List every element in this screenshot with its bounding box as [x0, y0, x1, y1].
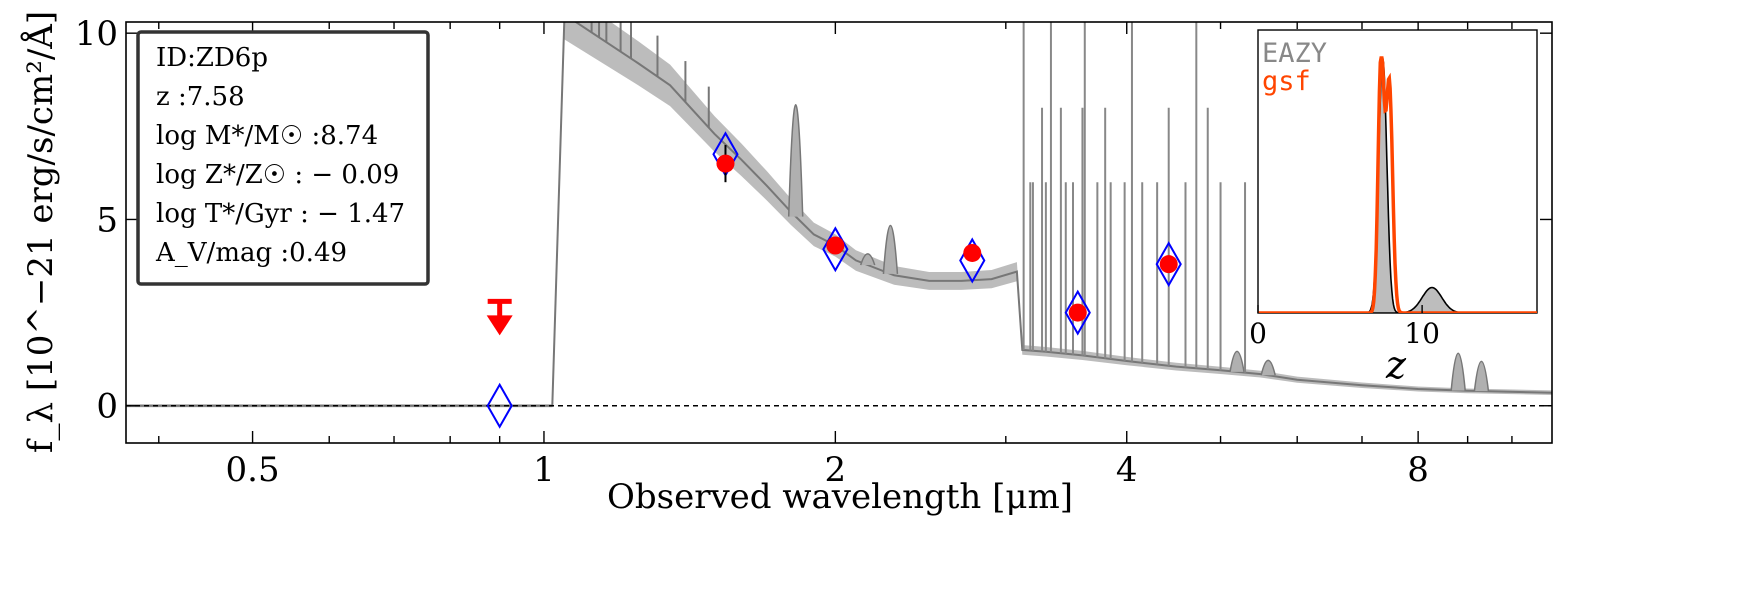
- info-value: 8.74: [320, 121, 378, 151]
- x-axis-ticks: 0.5 1 2 4 8: [158, 22, 1513, 490]
- spectrum-feature: [1473, 360, 1490, 392]
- x-tick-label: 1: [533, 450, 555, 490]
- info-box: ID:ZD6p z :7.58 log M*/M☉ :8.74 log Z*/Z☉ :…: [136, 30, 430, 286]
- info-line: log Z*/Z☉ : − 0.09: [156, 160, 399, 190]
- info-label: ID:: [156, 43, 196, 73]
- inset-legend-eazy: EAZY: [1262, 38, 1327, 69]
- model-photometry-diamond: [1064, 289, 1091, 336]
- y-tick-label: 5: [96, 200, 118, 240]
- inset-tick-label: 0: [1249, 317, 1267, 350]
- info-value: ZD6p: [196, 43, 268, 73]
- y-axis-label: f_λ [10^−21 erg/s/cm²/Å]: [20, 11, 61, 453]
- x-axis-label: Observed wavelength [μm]: [607, 477, 1073, 517]
- inset-tick-label: 10: [1404, 317, 1440, 350]
- x-tick-label: 8: [1407, 450, 1429, 490]
- x-tick-label: 4: [1116, 450, 1138, 490]
- spectrum-line: [126, 22, 1552, 407]
- observed-point: [963, 243, 982, 262]
- plot-frame: [125, 21, 1553, 444]
- info-value: − 1.47: [317, 199, 405, 229]
- info-box-frame: [136, 30, 430, 286]
- observed-point: [716, 154, 735, 173]
- info-value: 0.49: [289, 238, 347, 268]
- observed-point: [1159, 255, 1178, 274]
- info-line: ID:ZD6p: [156, 43, 268, 73]
- info-line: z :7.58: [156, 82, 245, 112]
- model-spectrum: [126, 22, 1552, 408]
- info-value: − 0.09: [311, 160, 399, 190]
- spectrum-feature: [1260, 359, 1276, 376]
- y-axis-ticks: 0 5 10: [75, 14, 1552, 427]
- info-line: log T*/Gyr : − 1.47: [156, 199, 405, 229]
- inset-curve-eazy: [1258, 57, 1537, 313]
- inset-x-label: z: [1385, 343, 1407, 387]
- spectrum-feature: [882, 224, 899, 274]
- inset-legend-gsf: gsf: [1262, 66, 1311, 97]
- spectrum-feature: [1229, 350, 1245, 373]
- x-tick-label: 0.5: [226, 450, 280, 490]
- model-photometry-diamond: [1155, 241, 1182, 288]
- spectrum-feature: [859, 253, 876, 266]
- upper-limit-arrow: [486, 315, 513, 336]
- photometry-marks: [486, 131, 1182, 429]
- spectrum-feature: [1450, 352, 1466, 391]
- info-label: A_V/mag :: [155, 238, 289, 268]
- observed-point: [1068, 303, 1087, 322]
- y-tick-label: 10: [75, 14, 118, 54]
- info-label: log T*/Gyr :: [156, 199, 317, 229]
- info-label: log M*/M☉ :: [156, 121, 320, 151]
- observed-point: [826, 236, 845, 255]
- inset-curve-gsf: [1258, 56, 1537, 313]
- x-tick-label: 2: [825, 450, 847, 490]
- inset-frame: [1257, 29, 1538, 314]
- spectrum-feature: [787, 104, 804, 217]
- info-value: 7.58: [187, 82, 245, 112]
- y-tick-label: 0: [96, 387, 118, 427]
- model-photometry-diamond: [486, 382, 513, 429]
- info-label: log Z*/Z☉ :: [156, 160, 311, 190]
- info-label: z :: [156, 82, 187, 112]
- info-line: log M*/M☉ :8.74: [156, 121, 378, 151]
- info-line: A_V/mag :0.49: [155, 238, 347, 268]
